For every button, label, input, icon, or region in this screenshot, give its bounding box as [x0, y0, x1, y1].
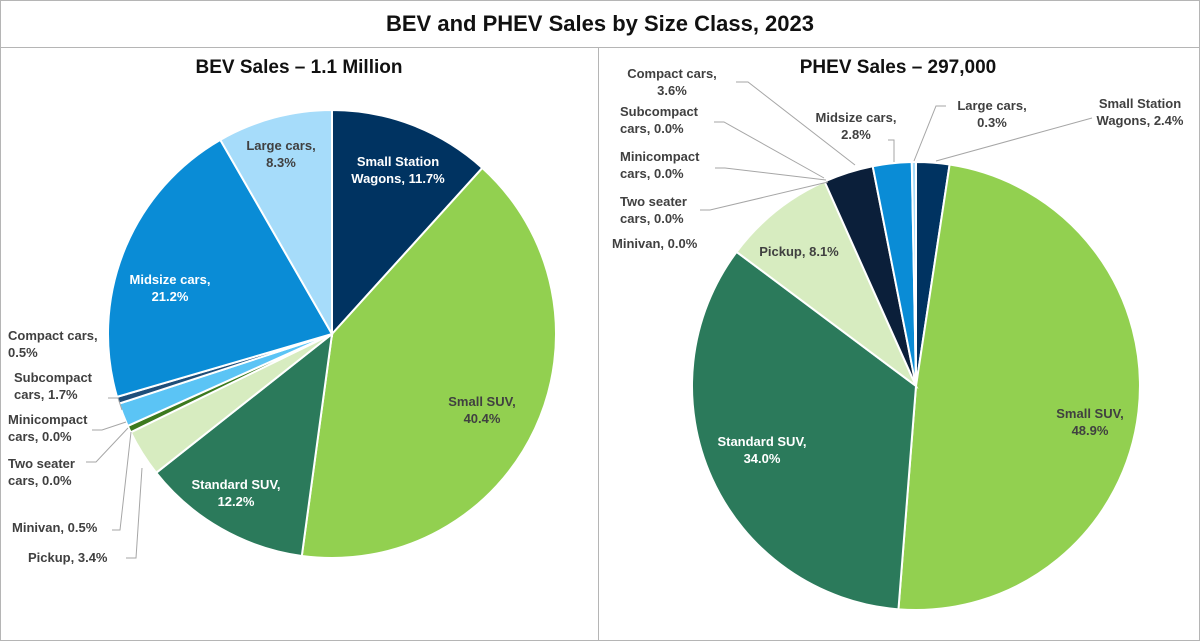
- bev-label-small-suv: Small SUV, 40.4%: [448, 394, 515, 426]
- phev-label-minicompact-cars: Minicompact cars, 0.0%: [620, 149, 700, 181]
- bev-slice-small-station-wagons: [331, 108, 484, 337]
- bev-pie: Small Station Wagons, 11.7% Small SUV, 40.4…: [8, 108, 558, 565]
- bev-label-two-seater-cars: Two seater cars, 0.0%: [8, 456, 75, 488]
- bev-label-small-station-wagons: Small Station Wagons, 11.7%: [351, 154, 445, 186]
- phev-leader-small-station-wagons: [935, 117, 1093, 162]
- phev-label-pickup: Pickup, 8.1%: [759, 244, 839, 259]
- phev-label-small-suv: Small SUV, 48.9%: [1056, 406, 1123, 438]
- phev-slice-small-suv: [897, 163, 1141, 611]
- bev-slice-standard-suv: [154, 331, 334, 558]
- title-bar: BEV and PHEV Sales by Size Class, 2023: [1, 1, 1199, 48]
- phev-slice-large-cars: [910, 160, 917, 387]
- phev-leader-midsize-cars: [888, 139, 895, 162]
- bev-label-minicompact-cars: Minicompact cars, 0.0%: [8, 412, 88, 444]
- bev-leader-two-seater-cars: [86, 427, 129, 463]
- phev-leader-large-cars: [913, 105, 946, 162]
- phev-label-compact-cars: Compact cars, 3.6%: [627, 66, 717, 98]
- panel-divider: [598, 48, 599, 640]
- bev-label-standard-suv: Standard SUV, 12.2%: [191, 477, 280, 509]
- bev-label-compact-cars: Compact cars, 0.5%: [8, 328, 98, 360]
- bev-chart-title: BEV Sales – 1.1 Million: [195, 57, 403, 78]
- phev-leader-compact-cars: [736, 81, 856, 166]
- phev-label-two-seater-cars: Two seater cars, 0.0%: [620, 194, 687, 226]
- phev-leader-two-seater-cars: [700, 181, 829, 211]
- phev-label-subcompact-cars: Subcompact cars, 0.0%: [620, 104, 699, 136]
- bev-leader-minicompact-cars: [92, 421, 127, 431]
- bev-label-pickup: Pickup, 3.4%: [28, 550, 108, 565]
- bev-leader-subcompact-cars: [108, 397, 123, 411]
- phev-pie: Small Station Wagons, 2.4% Small SUV, 48.9%…: [612, 66, 1184, 611]
- bev-leader-pickup: [126, 467, 143, 559]
- phev-chart-title: PHEV Sales – 297,000: [799, 57, 997, 78]
- main-title: BEV and PHEV Sales by Size Class, 2023: [386, 11, 814, 36]
- bev-leader-minivan: [112, 431, 132, 531]
- bev-label-large-cars: Large cars, 8.3%: [246, 138, 315, 170]
- phev-label-minivan: Minivan, 0.0%: [612, 236, 698, 251]
- bev-slice-large-cars: [218, 108, 333, 338]
- phev-label-standard-suv: Standard SUV, 34.0%: [717, 434, 806, 466]
- bev-label-midsize-cars: Midsize cars, 21.2%: [130, 272, 211, 304]
- phev-leader-minicompact-cars: [715, 167, 827, 181]
- bev-slice-small-suv: [300, 166, 558, 559]
- bev-label-subcompact-cars: Subcompact cars, 1.7%: [14, 370, 93, 402]
- bev-label-minivan: Minivan, 0.5%: [12, 520, 98, 535]
- phev-label-midsize-cars: Midsize cars, 2.8%: [816, 110, 897, 142]
- phev-label-large-cars: Large cars, 0.3%: [957, 98, 1026, 130]
- phev-slice-standard-suv: [691, 250, 918, 611]
- bev-slice-midsize-cars: [107, 138, 334, 399]
- phev-leader-subcompact-cars: [714, 121, 825, 179]
- phev-label-small-station-wagons: Small Station Wagons, 2.4%: [1097, 96, 1184, 128]
